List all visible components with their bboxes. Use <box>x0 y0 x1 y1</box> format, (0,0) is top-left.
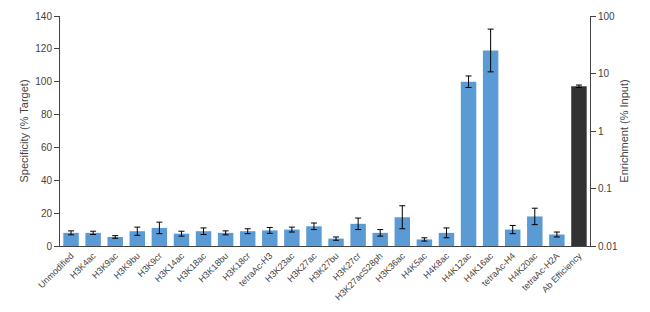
svg-text:1: 1 <box>598 126 604 137</box>
svg-text:120: 120 <box>35 43 52 54</box>
svg-text:100: 100 <box>598 11 615 22</box>
svg-text:140: 140 <box>35 11 52 22</box>
svg-text:H3K27bu: H3K27bu <box>307 251 341 285</box>
svg-text:Unmodified: Unmodified <box>36 251 75 290</box>
svg-text:H3K36ac: H3K36ac <box>374 250 408 284</box>
svg-text:H4K12ac: H4K12ac <box>440 250 474 284</box>
svg-text:Ab Efficiency: Ab Efficiency <box>540 250 584 294</box>
svg-text:10: 10 <box>598 68 610 79</box>
svg-text:H3K18ac: H3K18ac <box>175 250 209 284</box>
svg-text:H3K9ac: H3K9ac <box>90 250 120 280</box>
svg-text:tetraAc-H2A: tetraAc-H2A <box>520 251 562 293</box>
svg-text:tetraAc-H4: tetraAc-H4 <box>480 251 517 288</box>
svg-text:40: 40 <box>41 175 53 186</box>
svg-text:60: 60 <box>41 142 53 153</box>
svg-text:H3K14ac: H3K14ac <box>153 250 187 284</box>
svg-text:H3K27cr: H3K27cr <box>331 251 363 283</box>
svg-text:H4K5ac: H4K5ac <box>399 250 429 280</box>
svg-text:Specificity (% Target): Specificity (% Target) <box>18 79 30 182</box>
svg-text:H3K9bu: H3K9bu <box>112 251 142 281</box>
svg-text:H3K4ac: H3K4ac <box>68 250 98 280</box>
svg-text:0.1: 0.1 <box>598 183 612 194</box>
svg-text:H3K18bu: H3K18bu <box>197 251 231 285</box>
svg-text:H3K27ac: H3K27ac <box>285 250 319 284</box>
svg-text:tetraAc-H3: tetraAc-H3 <box>237 251 274 288</box>
svg-text:80: 80 <box>41 109 53 120</box>
svg-text:H3K27acS28ph: H3K27acS28ph <box>333 251 385 303</box>
svg-text:H4K8ac: H4K8ac <box>421 250 451 280</box>
svg-text:0.01: 0.01 <box>598 241 618 252</box>
svg-text:100: 100 <box>35 76 52 87</box>
svg-text:H4K16ac: H4K16ac <box>462 250 496 284</box>
svg-text:H3K18cr: H3K18cr <box>220 251 252 283</box>
svg-text:H3K23ac: H3K23ac <box>263 250 297 284</box>
svg-text:Enrichment (% Input): Enrichment (% Input) <box>618 79 630 182</box>
svg-text:20: 20 <box>41 208 53 219</box>
svg-text:0: 0 <box>46 241 52 252</box>
svg-text:H4K20ac: H4K20ac <box>506 250 540 284</box>
svg-text:H3K9cr: H3K9cr <box>136 251 164 279</box>
